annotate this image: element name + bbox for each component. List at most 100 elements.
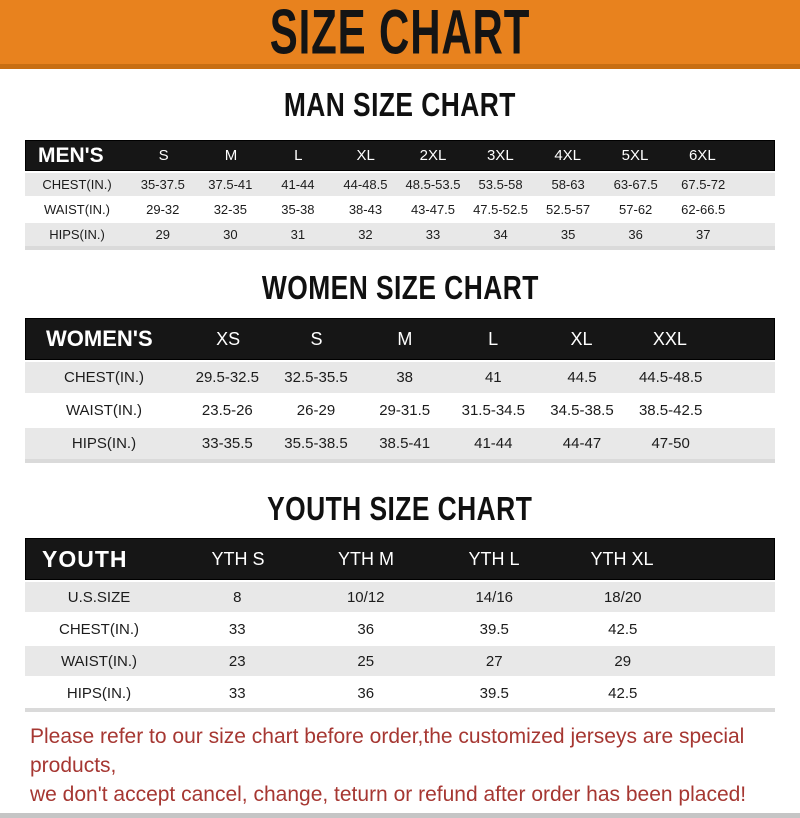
size-cell: 42.5 (608, 684, 638, 702)
table-row: HIPS(IN.) 33-35.5 35.5-38.5 38.5-41 41-44 44-… (25, 428, 775, 459)
size-cell: 35-37.5 (140, 177, 185, 192)
size-cell: 43-47.5 (410, 202, 456, 217)
table-header-bar: WOMEN'S XS S M L XL XXL (25, 318, 775, 360)
size-cell: 14/16 (475, 588, 514, 606)
youth-section-heading: YOUTH SIZE CHART (0, 490, 800, 528)
size-cell: 37 (695, 227, 711, 242)
column-header: 3XL (486, 147, 514, 164)
size-cell: 37.5-41 (208, 177, 253, 192)
size-cell: 36 (628, 227, 643, 242)
size-cell: 53.5-58 (478, 177, 523, 192)
table-row: WAIST(IN.) 29-32 32-35 35-38 38-43 43-47.5 47.… (25, 198, 775, 221)
size-cell: 29.5-32.5 (195, 369, 260, 386)
section-youth: YOUTH SIZE CHART YOUTH YTH S YTH M YTH L YTH… (0, 490, 800, 712)
column-header: L (294, 147, 303, 164)
size-cell: 33-35.5 (201, 435, 253, 452)
size-cell: 33 (425, 227, 441, 242)
size-chart-banner: SIZE CHART (0, 0, 800, 69)
size-cell: 41-44 (474, 435, 513, 452)
column-header: S (158, 147, 169, 164)
size-cell: 31.5-34.5 (461, 402, 526, 419)
bottom-edge-strip (0, 813, 800, 818)
column-header: 2XL (419, 147, 447, 164)
size-cell: 8 (233, 588, 242, 606)
size-cell: 29-31.5 (379, 402, 431, 419)
row-label: CHEST(IN.) (59, 620, 139, 638)
size-cell: 35 (560, 227, 576, 242)
footer-line-2: we don't accept cancel, change, teturn o… (30, 783, 747, 806)
size-cell: 44.5-48.5 (638, 369, 703, 386)
women-section-heading-text: WOMEN SIZE CHART (261, 269, 539, 307)
size-cell: 63-67.5 (613, 177, 658, 192)
section-man: MAN SIZE CHART MEN'S S M L XL 2XL 3XL 4XL 5XL 6XL… (0, 86, 800, 250)
size-cell: 41 (484, 369, 502, 386)
size-cell: 62-66.5 (681, 202, 726, 217)
row-label: WAIST(IN.) (60, 652, 138, 670)
size-cell: 47.5-52.5 (473, 202, 529, 217)
size-cell: 35.5-38.5 (284, 435, 348, 452)
row-label: WAIST(IN.) (65, 402, 143, 419)
row-label: U.S.SIZE (67, 588, 131, 606)
size-cell: 33 (228, 620, 246, 638)
size-cell: 44-47 (562, 435, 602, 452)
footer-line-1: Please refer to our size chart before or… (30, 725, 745, 777)
size-cell: 10/12 (346, 588, 385, 606)
size-cell: 38-43 (348, 202, 383, 217)
size-cell: 33 (228, 684, 246, 702)
size-cell: 32.5-35.5 (284, 369, 348, 386)
size-cell: 32-35 (213, 202, 247, 217)
size-cell: 38 (396, 369, 413, 386)
size-cell: 38.5-42.5 (638, 402, 703, 419)
size-cell: 27 (485, 652, 503, 670)
size-cell: 44.5 (567, 369, 597, 386)
table-row: CHEST(IN.) 33 36 39.5 42.5 (25, 614, 775, 644)
size-cell: 34.5-38.5 (550, 402, 614, 419)
youth-size-table: YOUTH YTH S YTH M YTH L YTH XL U.S.SIZE 8 10/12… (25, 538, 775, 712)
table-row: HIPS(IN.) 33 36 39.5 42.5 (25, 678, 775, 708)
row-label: HIPS(IN.) (71, 435, 137, 452)
column-header: YTH XL (590, 548, 654, 569)
size-cell: 29-32 (146, 202, 180, 217)
man-section-heading-text: MAN SIZE CHART (283, 86, 517, 124)
size-cell: 30 (223, 227, 238, 242)
column-header: S (310, 328, 323, 349)
size-cell: 38.5-41 (379, 435, 431, 452)
size-cell: 41-44 (281, 177, 315, 192)
size-cell: 44-48.5 (343, 177, 388, 192)
size-cell: 26-29 (296, 402, 336, 419)
size-cell: 42.5 (608, 620, 638, 638)
size-cell: 31 (290, 227, 306, 242)
youth-section-heading-text: YOUTH SIZE CHART (267, 490, 533, 528)
table-header-label: WOMEN'S (46, 326, 153, 351)
table-row: WAIST(IN.) 23 25 27 29 (25, 646, 775, 676)
man-section-heading: MAN SIZE CHART (0, 86, 800, 124)
women-section-heading: WOMEN SIZE CHART (0, 269, 800, 307)
table-row: CHEST(IN.) 35-37.5 37.5-41 41-44 44-48.5 48.5… (25, 173, 775, 196)
column-header: XL (356, 147, 375, 164)
size-cell: 48.5-53.5 (405, 177, 461, 192)
size-cell: 52.5-57 (546, 202, 591, 217)
size-cell: 58-63 (551, 177, 585, 192)
size-cell: 23 (228, 652, 246, 670)
section-women: WOMEN SIZE CHART WOMEN'S XS S M L XL XXL CHEST(… (0, 269, 800, 463)
column-header: XS (216, 328, 241, 349)
row-label: HIPS(IN.) (49, 227, 105, 242)
table-header-bar: MEN'S S M L XL 2XL 3XL 4XL 5XL 6XL (25, 140, 775, 171)
table-header-bar: YOUTH YTH S YTH M YTH L YTH XL (25, 538, 775, 580)
size-cell: 32 (358, 227, 373, 242)
row-label: CHEST(IN.) (64, 369, 144, 386)
table-header-label: MEN'S (38, 143, 104, 167)
size-cell: 34 (493, 227, 508, 242)
size-cell: 29 (155, 227, 170, 242)
column-header: YTH L (468, 548, 520, 569)
banner-title: SIZE CHART (269, 0, 531, 68)
size-cell: 47-50 (651, 435, 690, 452)
size-cell: 29 (614, 652, 632, 670)
row-label: HIPS(IN.) (66, 684, 132, 702)
size-cell: 39.5 (479, 684, 509, 702)
size-cell: 57-62 (619, 202, 653, 217)
size-cell: 36 (357, 684, 375, 702)
footer-disclaimer: Please refer to our size chart before or… (0, 722, 800, 809)
size-cell: 39.5 (479, 620, 509, 638)
column-header: YTH M (338, 548, 394, 569)
